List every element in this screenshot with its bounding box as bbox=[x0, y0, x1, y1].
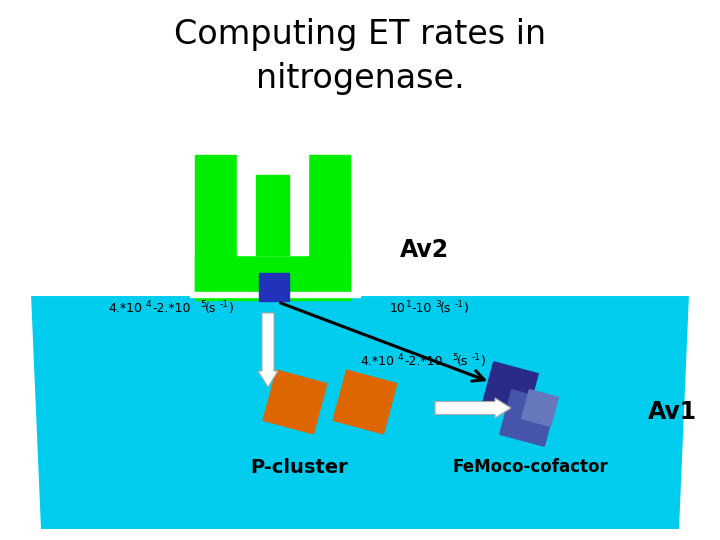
Text: (s: (s bbox=[457, 355, 469, 368]
Text: 5: 5 bbox=[200, 300, 206, 309]
Text: -2.*10: -2.*10 bbox=[152, 302, 191, 315]
Text: P-cluster: P-cluster bbox=[250, 458, 348, 477]
Text: nitrogenase.: nitrogenase. bbox=[256, 62, 464, 95]
Polygon shape bbox=[333, 370, 397, 434]
Text: ): ) bbox=[481, 355, 486, 368]
Bar bbox=[308, 155, 350, 295]
Text: 10: 10 bbox=[390, 302, 406, 315]
Text: (s: (s bbox=[440, 302, 451, 315]
Text: -2.*10: -2.*10 bbox=[404, 355, 443, 368]
Text: (s: (s bbox=[205, 302, 217, 315]
Bar bbox=[195, 255, 350, 300]
Text: -1: -1 bbox=[455, 300, 464, 309]
Text: 3: 3 bbox=[435, 300, 441, 309]
Bar bbox=[190, 292, 360, 297]
Polygon shape bbox=[30, 295, 690, 530]
Bar bbox=[237, 155, 308, 255]
FancyArrow shape bbox=[435, 398, 511, 418]
FancyArrow shape bbox=[258, 313, 278, 387]
Text: ): ) bbox=[464, 302, 469, 315]
Text: Computing ET rates in: Computing ET rates in bbox=[174, 18, 546, 51]
Text: 4.*10: 4.*10 bbox=[360, 355, 394, 368]
Text: Av2: Av2 bbox=[400, 238, 449, 262]
Bar bbox=[195, 155, 237, 295]
Text: Av1: Av1 bbox=[648, 400, 697, 424]
Text: ): ) bbox=[229, 302, 234, 315]
Text: FeMoco-cofactor: FeMoco-cofactor bbox=[453, 458, 608, 476]
Text: 4: 4 bbox=[146, 300, 152, 309]
Polygon shape bbox=[521, 390, 559, 427]
Text: 4.*10: 4.*10 bbox=[108, 302, 142, 315]
Text: -1: -1 bbox=[472, 353, 481, 362]
Polygon shape bbox=[263, 370, 327, 434]
Text: -10: -10 bbox=[411, 302, 431, 315]
Bar bbox=[256, 175, 289, 255]
Polygon shape bbox=[500, 390, 556, 446]
Bar bbox=[259, 273, 289, 301]
Polygon shape bbox=[482, 362, 538, 418]
Text: 4: 4 bbox=[398, 353, 404, 362]
Text: 5: 5 bbox=[452, 353, 458, 362]
Text: 1: 1 bbox=[406, 300, 412, 309]
Text: -1: -1 bbox=[220, 300, 229, 309]
